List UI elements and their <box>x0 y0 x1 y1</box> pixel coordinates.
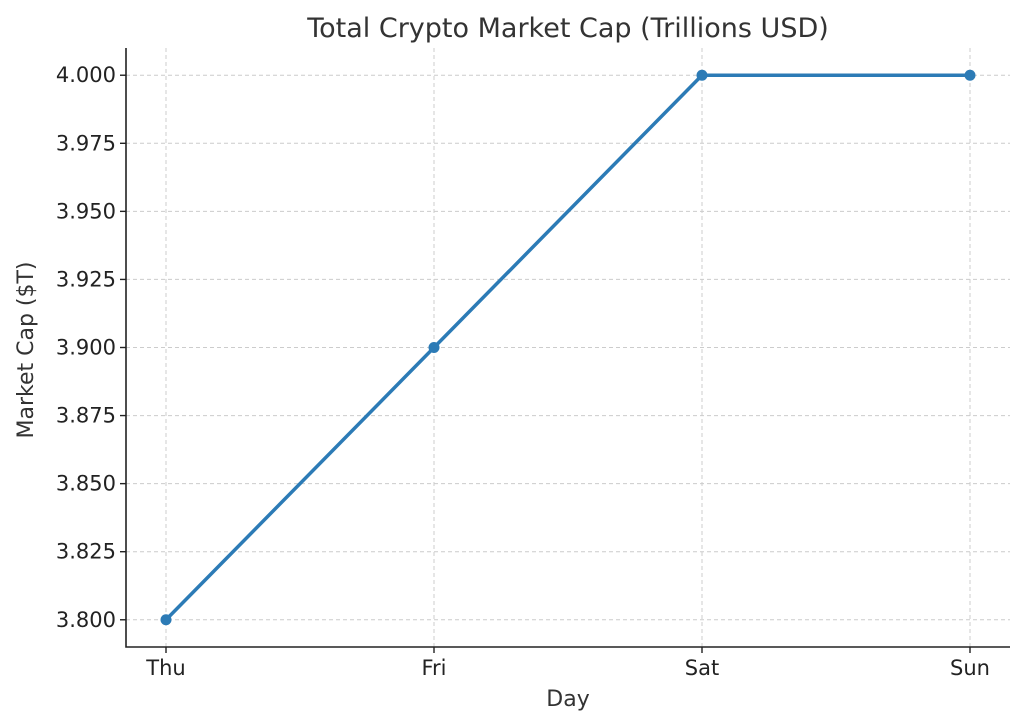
x-axis-label: Day <box>546 687 589 712</box>
x-tick-label: Sun <box>950 656 990 680</box>
y-tick-label: 3.950 <box>56 199 116 223</box>
data-point <box>696 69 708 81</box>
x-tick-label: Fri <box>421 656 446 680</box>
x-tick-label: Thu <box>145 656 185 680</box>
y-axis-label: Market Cap ($T) <box>14 261 39 438</box>
x-tick-label: Sat <box>685 656 719 680</box>
y-tick-label: 3.975 <box>56 131 116 155</box>
y-tick-label: 3.900 <box>56 336 116 360</box>
y-tick-label: 3.825 <box>56 540 116 564</box>
y-tick-label: 3.850 <box>56 472 116 496</box>
series-layer <box>160 69 976 626</box>
ticks-layer: 3.800 3.825 3.850 3.875 3.900 3.925 3.950 3.975… <box>56 63 990 680</box>
series-line <box>164 73 970 622</box>
data-point <box>964 69 976 81</box>
y-tick-label: 3.925 <box>56 267 116 291</box>
grid-layer <box>126 48 1010 647</box>
axes-layer <box>125 48 1010 648</box>
y-tick-label: 4.000 <box>56 63 116 87</box>
chart-title: Total Crypto Market Cap (Trillions USD) <box>306 13 829 44</box>
y-tick-label: 3.875 <box>56 404 116 428</box>
data-point <box>160 614 172 626</box>
data-point <box>428 342 440 353</box>
axes-spines <box>125 48 1010 648</box>
y-tick-label: 3.800 <box>56 608 116 632</box>
